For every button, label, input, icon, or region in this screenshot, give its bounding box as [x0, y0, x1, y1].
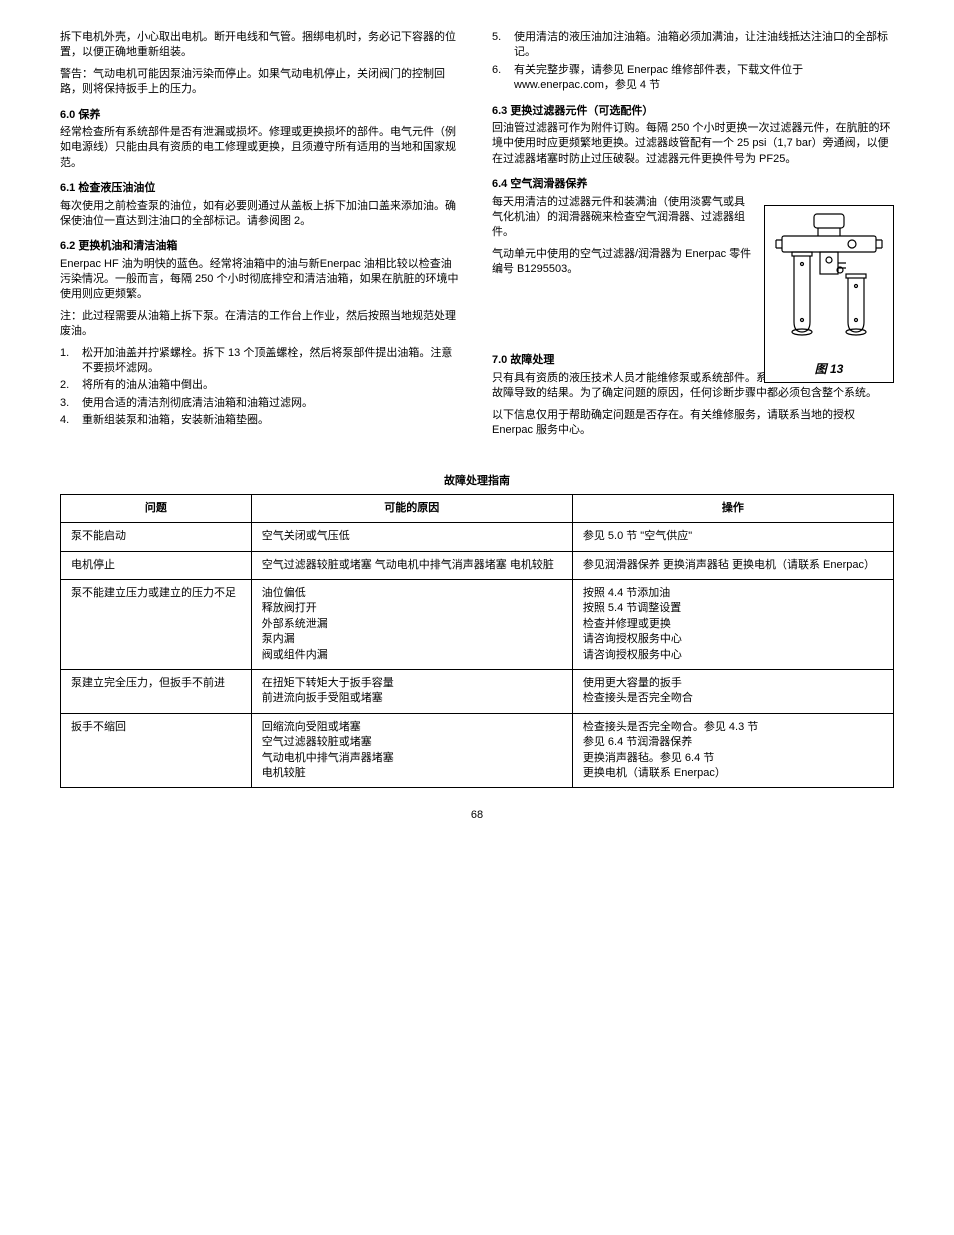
list-number: 2. — [60, 378, 82, 393]
table-cell: 油位偏低 释放阀打开 外部系统泄漏 泵内漏 阀或组件内漏 — [251, 579, 572, 669]
table-cell: 参见 5.0 节 "空气供应" — [572, 523, 893, 551]
list-number: 3. — [60, 396, 82, 411]
list-item: 6. 有关完整步骤，请参见 Enerpac 维修部件表，下载文件位于 www.e… — [492, 63, 894, 94]
list-item: 1. 松开加油盖并拧紧螺栓。拆下 13 个顶盖螺栓，然后将泵部件提出油箱。注意不… — [60, 346, 462, 377]
table-header: 可能的原因 — [251, 494, 572, 522]
table-header-row: 问题 可能的原因 操作 — [61, 494, 894, 522]
table-cell: 电机停止 — [61, 551, 252, 579]
table-cell: 空气关闭或气压低 — [251, 523, 572, 551]
list-number: 5. — [492, 30, 514, 61]
list-text: 使用合适的清洁剂彻底清洁油箱和油箱过滤网。 — [82, 396, 462, 411]
heading-6-2: 6.2 更换机油和清洁油箱 — [60, 239, 462, 254]
paragraph: 每次使用之前检查泵的油位，如有必要则通过从盖板上拆下加油口盖来添加油。确保使油位… — [60, 199, 462, 230]
table-cell: 按照 4.4 节添加油 按照 5.4 节调整设置 检查并修理或更换 请咨询授权服… — [572, 579, 893, 669]
paragraph: 回油管过滤器可作为附件订购。每隔 250 个小时更换一次过滤器元件，在肮脏的环境… — [492, 121, 894, 167]
list-item: 3. 使用合适的清洁剂彻底清洁油箱和油箱过滤网。 — [60, 396, 462, 411]
troubleshooting-table-wrap: 故障处理指南 问题 可能的原因 操作 泵不能启动 空气关闭或气压低 参见 5.0… — [60, 474, 894, 788]
table-row: 扳手不缩回 回缩流向受阻或堵塞 空气过滤器较脏或堵塞 气动电机中排气消声器堵塞 … — [61, 713, 894, 788]
list-number: 1. — [60, 346, 82, 377]
list-item: 2. 将所有的油从油箱中倒出。 — [60, 378, 462, 393]
table-cell: 参见润滑器保养 更换消声器毡 更换电机（请联系 Enerpac） — [572, 551, 893, 579]
table-cell: 空气过滤器较脏或堵塞 气动电机中排气消声器堵塞 电机较脏 — [251, 551, 572, 579]
heading-6-4: 6.4 空气润滑器保养 — [492, 177, 894, 192]
table-title: 故障处理指南 — [60, 474, 894, 489]
paragraph: 经常检查所有系统部件是否有泄漏或损坏。修理或更换损坏的部件。电气元件（例如电源线… — [60, 125, 462, 171]
paragraph: 拆下电机外壳，小心取出电机。断开电线和气管。捆绑电机时，务必记下容器的位置，以便… — [60, 30, 462, 61]
right-column: 5. 使用清洁的液压油加注油箱。油箱必须加满油，让注油线抵达注油口的全部标记。 … — [492, 30, 894, 444]
table-cell: 检查接头是否完全吻合。参见 4.3 节 参见 6.4 节润滑器保养 更换消声器毡… — [572, 713, 893, 788]
table-cell: 泵不能建立压力或建立的压力不足 — [61, 579, 252, 669]
table-cell: 扳手不缩回 — [61, 713, 252, 788]
table-row: 泵建立完全压力，但扳手不前进 在扭矩下转矩大于扳手容量 前进流向扳手受阻或堵塞 … — [61, 669, 894, 713]
table-cell: 泵建立完全压力，但扳手不前进 — [61, 669, 252, 713]
figure-caption: 图 13 — [769, 361, 889, 378]
table-cell: 回缩流向受阻或堵塞 空气过滤器较脏或堵塞 气动电机中排气消声器堵塞 电机较脏 — [251, 713, 572, 788]
table-header: 问题 — [61, 494, 252, 522]
page-number: 68 — [60, 808, 894, 823]
list-text: 松开加油盖并拧紧螺栓。拆下 13 个顶盖螺栓，然后将泵部件提出油箱。注意不要损坏… — [82, 346, 462, 377]
table-header: 操作 — [572, 494, 893, 522]
heading-6-3: 6.3 更换过滤器元件（可选配件） — [492, 104, 894, 119]
table-cell: 在扭矩下转矩大于扳手容量 前进流向扳手受阻或堵塞 — [251, 669, 572, 713]
table-row: 电机停止 空气过滤器较脏或堵塞 气动电机中排气消声器堵塞 电机较脏 参见润滑器保… — [61, 551, 894, 579]
list-text: 有关完整步骤，请参见 Enerpac 维修部件表，下载文件位于 www.ener… — [514, 63, 894, 94]
paragraph: 以下信息仅用于帮助确定问题是否存在。有关维修服务，请联系当地的授权 Enerpa… — [492, 408, 894, 439]
list-item: 5. 使用清洁的液压油加注油箱。油箱必须加满油，让注油线抵达注油口的全部标记。 — [492, 30, 894, 61]
heading-6-1: 6.1 检查液压油油位 — [60, 181, 462, 196]
table-cell: 泵不能启动 — [61, 523, 252, 551]
list-number: 6. — [492, 63, 514, 94]
note-paragraph: 注：此过程需要从油箱上拆下泵。在清洁的工作台上作业，然后按照当地规范处理废油。 — [60, 309, 462, 340]
ordered-list: 1. 松开加油盖并拧紧螺栓。拆下 13 个顶盖螺栓，然后将泵部件提出油箱。注意不… — [60, 346, 462, 429]
lubricator-diagram-icon — [774, 212, 884, 357]
list-text: 将所有的油从油箱中倒出。 — [82, 378, 462, 393]
list-number: 4. — [60, 413, 82, 428]
paragraph: Enerpac HF 油为明快的蓝色。经常将油箱中的油与新Enerpac 油相比… — [60, 257, 462, 303]
warning-paragraph: 警告：气动电机可能因泵油污染而停止。如果气动电机停止，关闭阀门的控制回路，则将保… — [60, 67, 462, 98]
heading-6-0: 6.0 保养 — [60, 108, 462, 123]
troubleshooting-table: 问题 可能的原因 操作 泵不能启动 空气关闭或气压低 参见 5.0 节 "空气供… — [60, 494, 894, 788]
figure-13: 图 13 — [764, 205, 894, 383]
ordered-list: 5. 使用清洁的液压油加注油箱。油箱必须加满油，让注油线抵达注油口的全部标记。 … — [492, 30, 894, 94]
table-row: 泵不能启动 空气关闭或气压低 参见 5.0 节 "空气供应" — [61, 523, 894, 551]
list-item: 4. 重新组装泵和油箱，安装新油箱垫圈。 — [60, 413, 462, 428]
table-cell: 使用更大容量的扳手 检查接头是否完全吻合 — [572, 669, 893, 713]
list-text: 重新组装泵和油箱，安装新油箱垫圈。 — [82, 413, 462, 428]
table-row: 泵不能建立压力或建立的压力不足 油位偏低 释放阀打开 外部系统泄漏 泵内漏 阀或… — [61, 579, 894, 669]
list-text: 使用清洁的液压油加注油箱。油箱必须加满油，让注油线抵达注油口的全部标记。 — [514, 30, 894, 61]
left-column: 拆下电机外壳，小心取出电机。断开电线和气管。捆绑电机时，务必记下容器的位置，以便… — [60, 30, 462, 444]
